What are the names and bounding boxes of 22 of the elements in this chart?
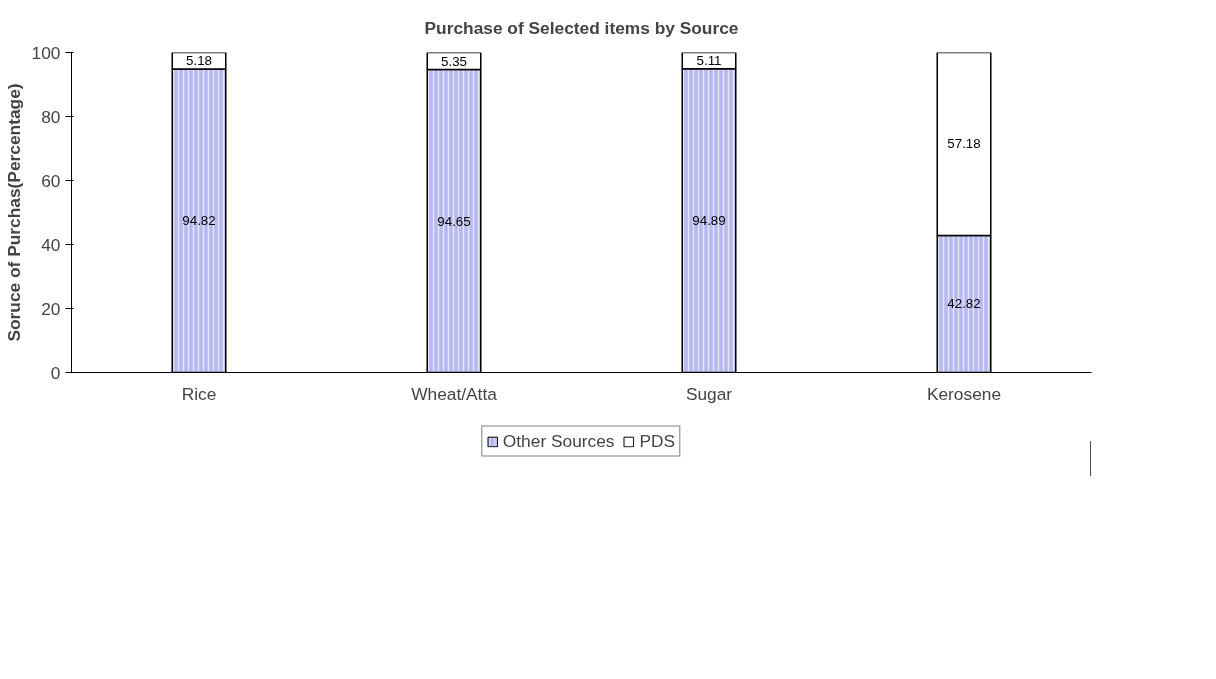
chart-title: Purchase of Selected items by Source xyxy=(424,17,739,38)
legend-label: Other Sources xyxy=(502,430,615,452)
y-tick-label: 60 xyxy=(41,170,61,191)
y-tick-label: 80 xyxy=(41,106,61,127)
data-label: 5.18 xyxy=(186,53,212,69)
y-tick-label: 0 xyxy=(50,362,61,383)
x-tick-label: Sugar xyxy=(685,383,733,404)
data-label: 5.11 xyxy=(696,53,722,69)
data-label: 5.35 xyxy=(441,53,467,69)
data-label: 94.65 xyxy=(437,213,471,229)
x-tick-label: Wheat/Atta xyxy=(411,383,498,404)
y-axis-title: Soruce of Purchas(Percentage) xyxy=(3,83,24,342)
y-tick-label: 40 xyxy=(41,234,61,255)
data-label: 94.82 xyxy=(182,213,216,229)
legend-label: PDS xyxy=(639,430,676,452)
data-label: 42.82 xyxy=(947,296,981,312)
data-label: 57.18 xyxy=(947,136,981,152)
y-tick-label: 100 xyxy=(31,42,61,63)
x-tick-label: Kerosene xyxy=(926,383,1002,404)
data-label: 94.89 xyxy=(692,213,726,229)
x-tick-label: Rice xyxy=(181,383,217,404)
y-tick-label: 20 xyxy=(41,298,61,319)
